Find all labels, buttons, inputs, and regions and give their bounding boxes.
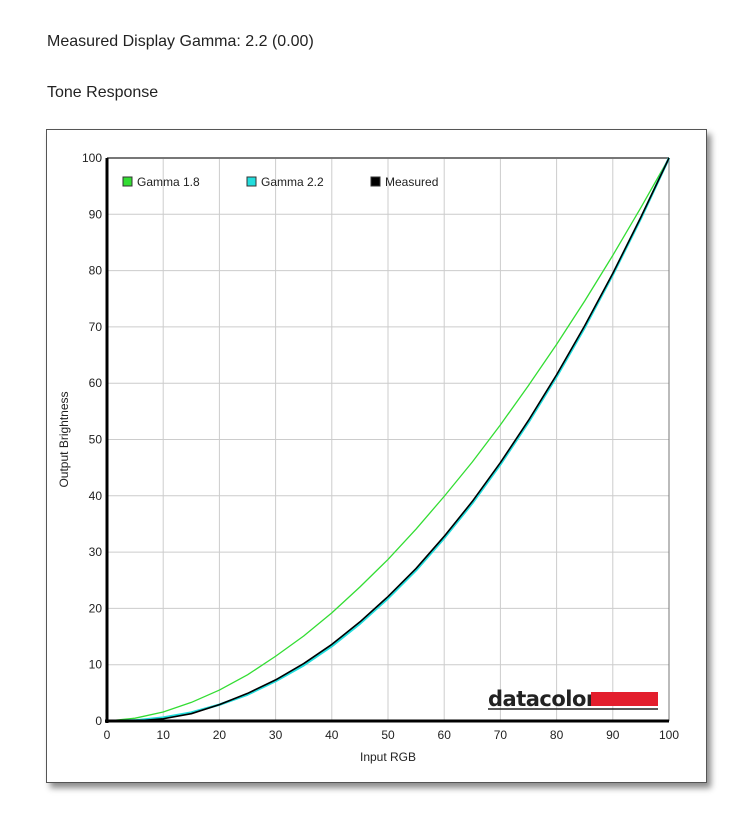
y-tick-label: 20 — [89, 601, 103, 615]
legend-swatch — [122, 176, 133, 187]
x-tick-label: 80 — [550, 728, 564, 742]
series-line-measured — [107, 157, 670, 722]
x-tick-label: 100 — [659, 728, 679, 742]
measured-gamma-text: Measured Display Gamma: 2.2 (0.00) — [47, 33, 314, 50]
x-tick-label: 50 — [381, 728, 395, 742]
chart-frame — [46, 129, 707, 783]
y-tick-label: 0 — [95, 714, 102, 728]
legend-label: Gamma 2.2 — [261, 175, 324, 189]
y-tick-label: 10 — [89, 658, 103, 672]
legend-swatch — [370, 176, 381, 187]
x-tick-label: 60 — [438, 728, 452, 742]
y-tick-label: 100 — [82, 151, 102, 165]
datacolor-logo: datacolor — [488, 687, 597, 711]
legend-label: Measured — [385, 175, 438, 189]
x-tick-label: 30 — [269, 728, 283, 742]
y-tick-label: 50 — [89, 433, 103, 447]
x-axis-label: Input RGB — [360, 750, 416, 764]
y-tick-label: 30 — [89, 545, 103, 559]
y-tick-label: 60 — [89, 376, 103, 390]
x-tick-label: 10 — [157, 728, 171, 742]
logo-red-bar — [591, 692, 658, 706]
y-axis-label: Output Brightness — [57, 391, 71, 487]
x-tick-label: 0 — [104, 728, 111, 742]
legend-swatch — [246, 176, 257, 187]
x-tick-label: 90 — [606, 728, 620, 742]
y-tick-label: 40 — [89, 489, 103, 503]
x-tick-label: 70 — [494, 728, 508, 742]
legend-label: Gamma 1.8 — [137, 175, 200, 189]
y-tick-label: 80 — [89, 264, 103, 278]
section-title: Tone Response — [47, 84, 159, 101]
x-tick-label: 20 — [213, 728, 227, 742]
series-line-gamma-1-8 — [106, 157, 670, 722]
y-tick-label: 90 — [89, 207, 103, 221]
y-tick-label: 70 — [89, 320, 103, 334]
x-tick-label: 40 — [325, 728, 339, 742]
